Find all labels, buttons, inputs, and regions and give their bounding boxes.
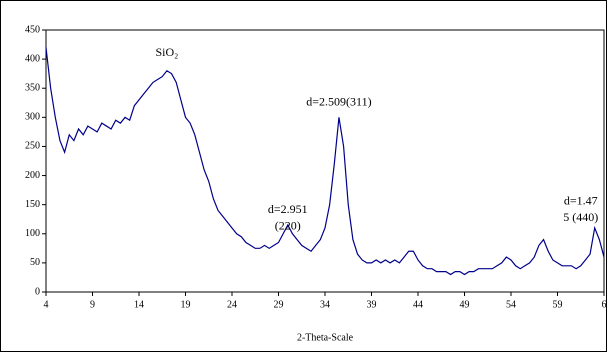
annotation: (220): [275, 219, 301, 233]
y-tick-label: 200: [25, 170, 40, 181]
y-tick-label: 50: [30, 257, 40, 268]
x-axis-label: 2-Theta-Scale: [297, 332, 354, 343]
annotation: 5 (440): [563, 210, 598, 224]
y-tick-label: 400: [25, 53, 40, 64]
y-tick-label: 250: [25, 141, 40, 152]
x-tick-label: 24: [227, 299, 237, 310]
annotation: d=1.47: [564, 194, 598, 208]
x-tick-label: 19: [181, 299, 191, 310]
x-tick-label: 44: [413, 299, 423, 310]
y-tick-label: 350: [25, 83, 40, 94]
x-tick-label: 14: [134, 299, 144, 310]
y-tick-label: 300: [25, 112, 40, 123]
y-tick-label: 100: [25, 228, 40, 239]
x-tick-label: 54: [506, 299, 516, 310]
y-tick-label: 450: [25, 24, 40, 35]
x-tick-label: 34: [320, 299, 330, 310]
annotation: d=2.951: [268, 202, 308, 216]
x-tick-label: 4: [44, 299, 49, 310]
x-tick-label: 39: [367, 299, 377, 310]
x-tick-label: 29: [274, 299, 284, 310]
y-tick-label: 150: [25, 199, 40, 210]
x-tick-label: 49: [460, 299, 470, 310]
line-series: [45, 47, 605, 276]
x-tick-label: 9: [90, 299, 95, 310]
annotation: d=2.509(311): [306, 95, 371, 109]
annotation: SiO₂: [155, 45, 178, 59]
y-tick-label: 0: [35, 286, 40, 297]
x-tick-label: 6: [602, 299, 607, 310]
x-tick-label: 59: [553, 299, 563, 310]
plot-area: [45, 29, 605, 293]
